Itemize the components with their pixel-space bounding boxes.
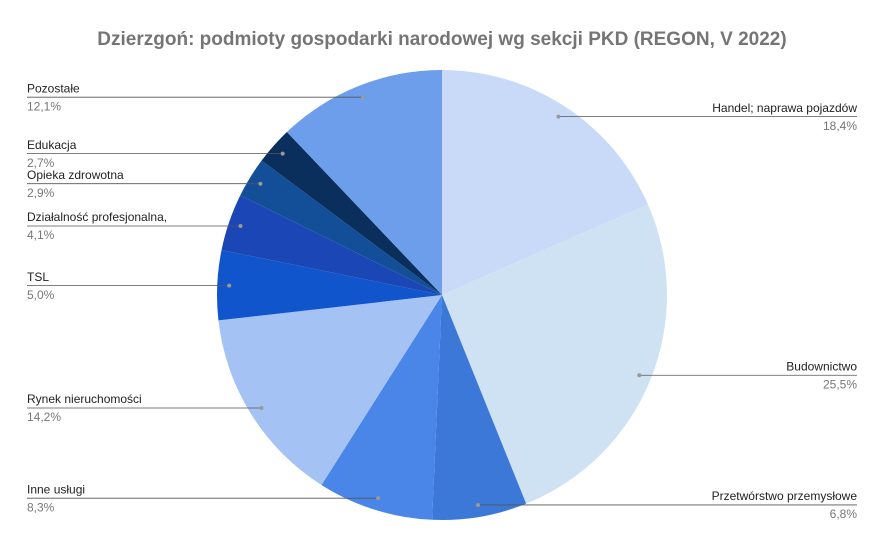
leader-dot — [360, 95, 365, 100]
slice-value: 2,7% — [27, 156, 55, 170]
leader-dot — [280, 151, 285, 156]
pie-slice — [261, 131, 442, 295]
pie-slice — [286, 70, 442, 295]
pie-slice — [240, 160, 442, 295]
slice-value: 25,5% — [823, 377, 857, 391]
slice-label: Inne usługi — [27, 482, 85, 496]
leader-dot — [556, 114, 561, 119]
chart-title: Dzierzgoń: podmioty gospodarki narodowej… — [97, 29, 786, 50]
leader-dot — [637, 373, 642, 378]
leader-dot — [258, 181, 263, 186]
slice-label: Handel; naprawa pojazdów — [712, 101, 857, 115]
leader-dot — [238, 224, 243, 229]
leader-dot — [376, 496, 381, 501]
slice-value: 14,2% — [27, 410, 61, 424]
pie-slice — [218, 295, 442, 485]
leader-dot — [259, 405, 264, 410]
slice-label: Opieka zdrowotna — [27, 168, 124, 182]
slice-value: 5,0% — [27, 288, 55, 302]
pie-slice — [221, 195, 442, 295]
slice-value: 4,1% — [27, 228, 55, 242]
slice-label: Edukacja — [27, 138, 77, 152]
slice-value: 6,8% — [830, 507, 858, 521]
slice-label: TSL — [27, 270, 49, 284]
slice-value: 2,9% — [27, 186, 55, 200]
pie-slice — [442, 204, 667, 504]
leader-dot — [475, 502, 480, 507]
slice-label: Rynek nieruchomości — [27, 392, 142, 406]
pie-slice — [442, 70, 648, 295]
slice-value: 8,3% — [27, 500, 55, 514]
slice-label: Budownictwo — [786, 359, 857, 373]
slice-value: 18,4% — [823, 119, 857, 133]
slice-value: 12,1% — [27, 99, 61, 113]
pie-slice — [217, 250, 442, 321]
slice-label: Pozostałe — [27, 81, 80, 95]
leader-dot — [227, 283, 232, 288]
pie-slice — [321, 295, 442, 520]
pie-slice — [432, 295, 527, 520]
slice-label: Przetwórstwo przemysłowe — [712, 489, 858, 503]
slice-label: Działalność profesjonalna, — [27, 210, 167, 224]
